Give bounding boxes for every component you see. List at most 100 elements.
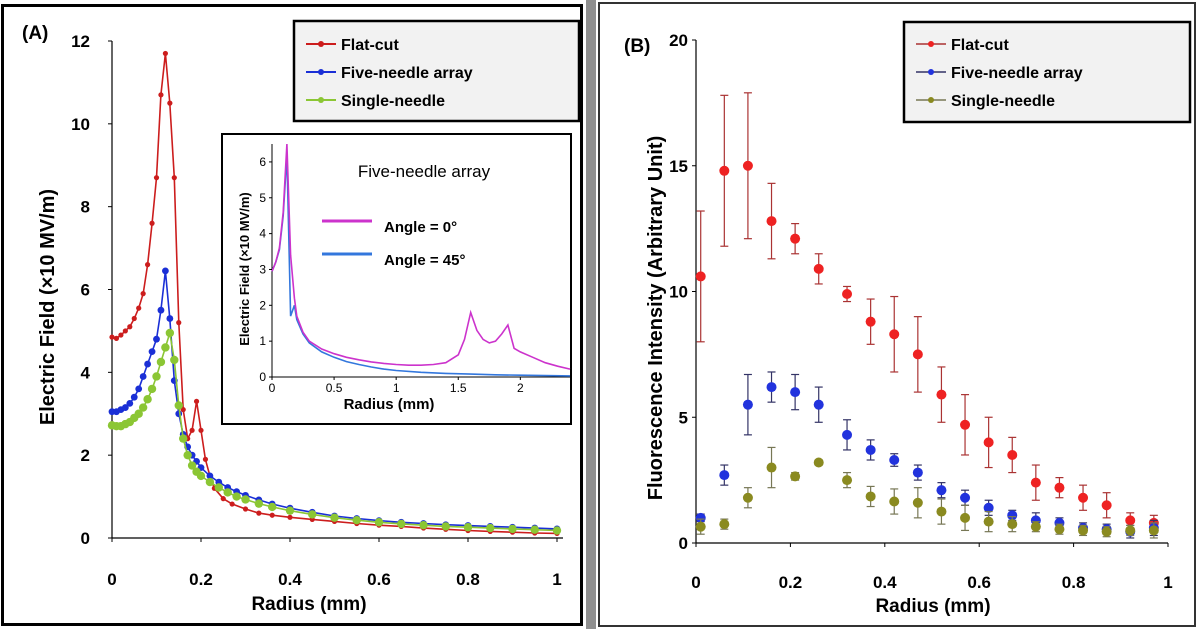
- chart-b-point-five-needle: [936, 485, 947, 496]
- chart-b-point-single-needle: [1101, 526, 1112, 537]
- chart-a-point-single-needle: [241, 495, 250, 504]
- chart-b-point-flat-cut: [1101, 500, 1112, 511]
- chart-b-ytick-label: 0: [679, 534, 688, 553]
- chart-b-ticks: 0 5 10 15 20 0 0.2 0.4 0.6 0.8 1: [669, 31, 1173, 592]
- chart-a-point-single-needle: [179, 434, 188, 443]
- chart-a-point-single-needle: [285, 506, 295, 515]
- chart-a-point-single-needle: [170, 355, 179, 365]
- chart-a-point-flat-cut: [149, 220, 155, 226]
- chart-b-ytick-label: 20: [669, 31, 688, 50]
- chart-b-point-flat-cut: [1030, 477, 1041, 488]
- inset-xtick-label: 2: [517, 381, 524, 395]
- chart-a-point-single-needle: [397, 519, 406, 529]
- chart-b-xtick-label: 0.6: [967, 573, 991, 592]
- chart-b-svg: (B) 0 5 10 15 20 0 0.2 0.4 0.6 0.8 1 Radius (mm) F…: [624, 20, 1192, 617]
- chart-b-legend: Flat-cut Five-needle array Single-needle: [902, 20, 1192, 124]
- chart-b-point-flat-cut: [719, 165, 730, 176]
- chart-b-point-flat-cut: [936, 389, 947, 400]
- chart-a-point-single-needle: [419, 520, 428, 530]
- chart-a-point-five-needle: [153, 335, 160, 343]
- chart-a-legend-flat-cut: Flat-cut: [341, 37, 399, 54]
- chart-a-legend-single-needle: Single-needle: [341, 93, 445, 110]
- chart-b-xtick-label: 0.8: [1062, 573, 1086, 592]
- chart-b-point-flat-cut: [912, 349, 923, 360]
- chart-b-ytick-label: 10: [669, 283, 688, 302]
- chart-a-point-single-needle: [196, 471, 206, 481]
- inset-xtick-label: 0.5: [326, 381, 343, 395]
- chart-a-point-single-needle: [183, 450, 192, 460]
- chart-a-point-five-needle: [121, 404, 129, 411]
- chart-a-x-title: Radius (mm): [251, 594, 366, 615]
- chart-b-point-flat-cut: [1007, 449, 1018, 460]
- chart-a-ytick-label: 4: [81, 363, 91, 382]
- chart-a-point-flat-cut: [256, 510, 262, 516]
- chart-b-legend-marker-flat-cut: [928, 41, 934, 47]
- chart-b-point-five-needle: [865, 444, 876, 455]
- chart-b-point-five-needle: [912, 467, 923, 478]
- chart-a-point-five-needle: [175, 410, 183, 418]
- chart-b-point-single-needle: [889, 496, 900, 507]
- chart-a-xtick-label: 1: [552, 570, 561, 589]
- inset-ytick-label: 0: [259, 370, 266, 384]
- chart-b-xtick-label: 0: [691, 573, 700, 592]
- chart-a-point-single-needle: [352, 515, 361, 525]
- chart-a-point-single-needle: [268, 502, 277, 512]
- chart-b-legend-flat-cut: Flat-cut: [951, 37, 1009, 54]
- chart-a-point-single-needle: [530, 525, 539, 534]
- chart-b-point-flat-cut: [813, 263, 824, 274]
- chart-a-point-flat-cut: [118, 332, 124, 338]
- chart-a-point-single-needle: [508, 524, 517, 534]
- chart-a-point-single-needle: [143, 395, 152, 404]
- chart-a-point-flat-cut: [153, 175, 160, 181]
- chart-a-point-five-needle: [135, 385, 143, 393]
- chart-a-legend-five-needle: Five-needle array: [341, 65, 473, 82]
- chart-b-series: [695, 92, 1159, 539]
- chart-a-point-five-needle: [148, 348, 156, 356]
- chart-b-point-flat-cut: [742, 160, 753, 171]
- chart-a-xtick-label: 0.4: [278, 570, 302, 589]
- chart-a-point-flat-cut: [171, 175, 177, 181]
- chart-b-legend-five-needle: Five-needle array: [951, 65, 1083, 82]
- chart-a-point-single-needle: [187, 461, 197, 470]
- chart-a-xtick-label: 0.6: [367, 570, 391, 589]
- inset-y-title: Electric Field (×10 MV/m): [237, 192, 252, 346]
- chart-a-point-single-needle: [147, 384, 157, 394]
- chart-a-point-flat-cut: [109, 334, 115, 340]
- chart-a-point-flat-cut: [145, 262, 151, 268]
- chart-b-point-five-needle: [742, 399, 753, 410]
- chart-a-point-single-needle: [463, 523, 473, 532]
- chart-b-y-title: Fluorescence Intensity (Arbitrary Unit): [645, 136, 667, 501]
- chart-b-point-single-needle: [865, 491, 876, 502]
- chart-b-ytick-label: 5: [679, 408, 688, 427]
- chart-b-point-single-needle: [742, 492, 753, 503]
- chart-a-inset: 0 1 2 3 4 5 6 0 0.5 1 1.5 2 Five-needle array Angle…: [221, 133, 572, 425]
- chart-b-point-flat-cut: [790, 233, 801, 244]
- chart-a-point-single-needle: [165, 328, 175, 338]
- chart-b-point-five-needle: [889, 455, 900, 466]
- inset-xtick-label: 1: [393, 381, 400, 395]
- chart-a-legend-marker-flat-cut: [318, 41, 324, 47]
- chart-a-point-flat-cut: [131, 315, 137, 322]
- chart-a-point-flat-cut: [189, 427, 195, 433]
- chart-a-ytick-label: 6: [81, 281, 90, 300]
- chart-a-point-flat-cut: [140, 291, 146, 297]
- chart-a-ytick-label: 8: [81, 198, 90, 217]
- inset-ytick-label: 5: [259, 191, 266, 205]
- chart-a-point-five-needle: [144, 360, 152, 368]
- chart-b-point-flat-cut: [983, 437, 994, 448]
- chart-a-point-flat-cut: [113, 335, 120, 341]
- chart-a-point-flat-cut: [193, 398, 200, 404]
- panel-b-label: (B): [624, 36, 650, 57]
- chart-a-xtick-label: 0: [107, 570, 116, 589]
- chart-b-point-flat-cut: [695, 271, 706, 282]
- chart-b-point-single-needle: [1078, 525, 1089, 536]
- chart-a-point-single-needle: [552, 526, 562, 535]
- chart-a-point-flat-cut: [202, 456, 209, 462]
- chart-b-point-flat-cut: [1125, 515, 1136, 526]
- inset-ytick-label: 3: [259, 262, 266, 276]
- panel-divider: [586, 0, 596, 629]
- chart-b-point-five-needle: [790, 387, 801, 398]
- chart-a-point-flat-cut: [167, 100, 173, 106]
- chart-a-point-single-needle: [374, 518, 384, 527]
